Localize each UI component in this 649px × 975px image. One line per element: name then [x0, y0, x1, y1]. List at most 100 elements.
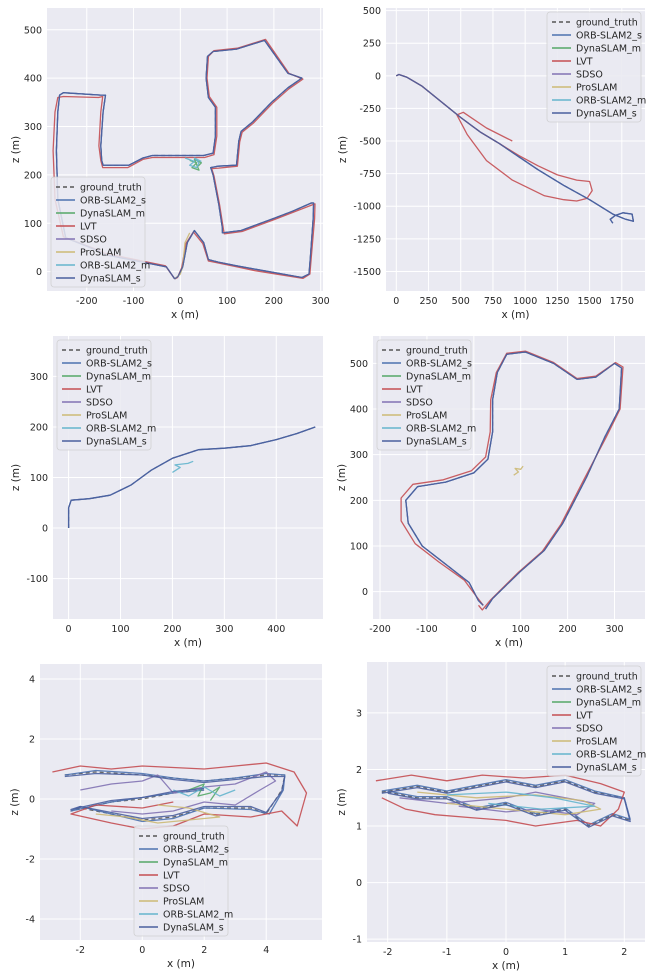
legend-entry-ground-truth: ground_truth — [576, 672, 638, 683]
x-tick-label: 1250 — [545, 296, 569, 307]
legend-entry-dynaslam-m: DynaSLAM_m — [576, 44, 641, 55]
y-axis-label: z (m) — [337, 136, 349, 163]
legend-entry-orb-slam2-s: ORB-SLAM2_s — [86, 359, 152, 370]
legend-entry-dynaslam-s: DynaSLAM_s — [80, 274, 141, 285]
x-tick-label: 1750 — [610, 296, 634, 307]
x-tick-label: -2 — [76, 945, 85, 956]
series-line-lvt — [375, 774, 625, 827]
legend-entry-orb-slam2-s: ORB-SLAM2_s — [163, 845, 229, 856]
legend: ground_truth ORB-SLAM2_s DynaSLAM_m LVT SDSO… — [56, 339, 156, 451]
legend-entry-proslam: ProSLAM — [406, 411, 447, 422]
x-tick-label: 0 — [177, 296, 183, 307]
series-line-lvt — [400, 350, 624, 611]
x-tick-label: 100 — [218, 296, 236, 307]
y-axis-label: z (m) — [336, 464, 348, 491]
x-tick-label: 0 — [503, 947, 509, 958]
series-line-orb-slam2-m — [173, 786, 236, 797]
chart-panel-4: -200 -100 0 100 200 300 0 100 200 300 400 500 x (m) z… — [336, 336, 645, 649]
legend-entry-sdso: SDSO — [576, 70, 603, 81]
legend-entry-dynaslam-s: DynaSLAM_s — [406, 437, 467, 448]
legend-entry-sdso: SDSO — [86, 398, 113, 409]
legend-entry-orb-slam2-s: ORB-SLAM2_s — [576, 31, 642, 42]
legend-entry-ground-truth: ground_truth — [576, 18, 638, 29]
y-tick-label: 300 — [30, 372, 48, 383]
x-tick-label: 200 — [163, 624, 181, 635]
y-tick-label: 400 — [24, 74, 42, 85]
legend: ground_truth ORB-SLAM2_s DynaSLAM_m LVT SDSO… — [376, 339, 476, 451]
y-tick-label: 3 — [356, 708, 362, 719]
x-tick-label: 300 — [312, 296, 330, 307]
x-tick-label: -200 — [369, 624, 391, 635]
series-group — [396, 73, 635, 224]
x-axis-label: x (m) — [171, 309, 199, 321]
series-line-lvt — [52, 762, 308, 830]
legend-entry-sdso: SDSO — [163, 884, 190, 895]
x-tick-label: 1 — [562, 947, 568, 958]
y-tick-label: 100 — [30, 473, 48, 484]
x-tick-label: -100 — [416, 624, 438, 635]
x-tick-label: 300 — [605, 624, 623, 635]
series-group — [52, 38, 316, 280]
legend-entry-dynaslam-s: DynaSLAM_s — [576, 763, 637, 774]
series-line-proslam — [513, 465, 524, 476]
y-tick-label: 250 — [363, 39, 381, 50]
legend-entry-proslam: ProSLAM — [86, 411, 127, 422]
y-tick-label: -2 — [26, 855, 35, 866]
legend-entry-lvt: LVT — [576, 57, 593, 68]
y-tick-label: 200 — [30, 422, 48, 433]
y-tick-label: 400 — [350, 405, 368, 416]
y-tick-label: -1 — [353, 935, 362, 946]
x-axis-label: x (m) — [174, 637, 202, 649]
y-tick-label: 0 — [356, 878, 362, 889]
y-tick-label: 500 — [363, 6, 381, 17]
y-tick-label: -100 — [26, 574, 48, 585]
x-axis-label: x (m) — [502, 309, 530, 321]
x-tick-label: -2 — [383, 947, 392, 958]
legend-entry-lvt: LVT — [86, 385, 103, 396]
y-tick-label: -1250 — [353, 234, 381, 245]
x-tick-label: 400 — [267, 624, 285, 635]
x-tick-label: 2 — [201, 945, 207, 956]
legend: ground_truth ORB-SLAM2_s DynaSLAM_m LVT SDSO… — [50, 176, 150, 288]
x-tick-label: 0 — [139, 945, 145, 956]
legend-entry-dynaslam-m: DynaSLAM_m — [80, 209, 145, 220]
chart-panel-3: 0 100 200 300 400 -100 0 100 200 300 x (m) z (m) gro… — [10, 336, 323, 649]
y-tick-label: 2 — [29, 735, 35, 746]
chart-panel-6: -2 -1 0 1 2 -1 0 1 2 3 x (m) z (m) ground_truth ORB-S… — [336, 662, 646, 972]
y-tick-label: -750 — [359, 169, 381, 180]
legend-entry-orb-slam2-m: ORB-SLAM2_m — [80, 261, 150, 272]
legend-entry-ground-truth: ground_truth — [86, 346, 148, 357]
x-tick-label: 1500 — [577, 296, 601, 307]
y-axis-label: z (m) — [336, 788, 348, 815]
legend: ground_truth ORB-SLAM2_s DynaSLAM_m LVT SDSO… — [133, 825, 233, 937]
y-tick-label: 0 — [375, 71, 381, 82]
x-tick-label: 100 — [111, 624, 129, 635]
y-tick-label: 200 — [350, 496, 368, 507]
x-tick-label: 200 — [559, 624, 577, 635]
x-axis-label: x (m) — [167, 958, 195, 970]
legend-entry-orb-slam2-s: ORB-SLAM2_s — [406, 359, 472, 370]
y-tick-label: 100 — [24, 219, 42, 230]
x-tick-label: 300 — [215, 624, 233, 635]
legend-frame — [50, 176, 146, 288]
x-axis-label: x (m) — [492, 960, 520, 972]
y-axis-label: z (m) — [10, 464, 22, 491]
chart-panel-5: -2 0 2 4 -4 -2 0 2 4 x (m) z (m) ground_truth ORB-SL… — [9, 664, 322, 970]
legend: ground_truth ORB-SLAM2_s DynaSLAM_m LVT SDSO… — [546, 665, 646, 777]
x-axis-label: x (m) — [495, 637, 523, 649]
y-tick-label: 4 — [29, 675, 35, 686]
legend-entry-orb-slam2-m: ORB-SLAM2_m — [576, 750, 646, 761]
series-group — [67, 426, 316, 528]
x-tick-label: 2 — [621, 947, 627, 958]
x-tick-label: 0 — [393, 296, 399, 307]
y-axis-label: z (m) — [9, 788, 21, 815]
legend-entry-ground-truth: ground_truth — [406, 346, 468, 357]
series-line-dynaslam-s — [67, 426, 316, 528]
series-line-proslam — [95, 804, 221, 824]
legend-entry-proslam: ProSLAM — [80, 248, 121, 259]
series-line-dynaslam-s — [381, 781, 631, 828]
chart-panel-1: -200 -100 0 100 200 300 0 100 200 300 400 500 x (m) z… — [10, 8, 330, 321]
y-tick-label: -500 — [359, 137, 381, 148]
series-line-dynaslam-s — [64, 772, 286, 820]
